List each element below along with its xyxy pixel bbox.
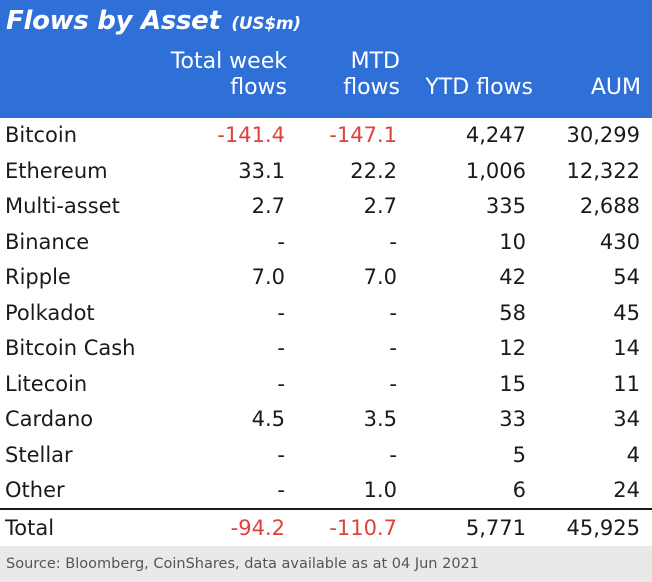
table-row: Bitcoin -141.4 -147.1 4,247 30,299: [0, 118, 652, 153]
total-week-flows-value: 2.7: [251, 194, 285, 218]
column-header-line: AUM: [590, 75, 641, 100]
mtd-flows-value: -: [389, 336, 397, 360]
mtd-flows-value: 1.0: [363, 478, 397, 502]
mtd-flows-value: -: [389, 229, 397, 254]
asset-name: Stellar: [5, 442, 73, 467]
table-row: Ethereum 33.1 22.2 1,006 12,322: [0, 154, 652, 189]
ytd-flows-value: 12: [499, 336, 526, 360]
table-row: Bitcoin Cash - - 12 14: [0, 331, 652, 366]
total-week-flows-value: 7.0: [251, 265, 285, 289]
aum-value: 34: [613, 407, 640, 431]
column-header-aum: AUM: [540, 75, 641, 101]
aum-value: 30,299: [566, 123, 640, 147]
mtd-flows-value: 22.2: [350, 158, 397, 183]
aum-value: 2,688: [579, 194, 640, 218]
ytd-flows-value: 1,006: [465, 158, 526, 183]
total-week-flows-value: -: [277, 442, 285, 467]
table-row: Binance - - 10 430: [0, 225, 652, 260]
mtd-flows-value: 7.0: [363, 265, 397, 289]
ytd-flows-value: 5,771: [465, 516, 526, 540]
mtd-flows-value: -: [389, 300, 397, 325]
source-footer: Source: Bloomberg, CoinShares, data avai…: [0, 546, 652, 582]
column-header-mtd-flows: MTD flows: [300, 49, 400, 101]
column-header-total-week-flows: Total week flows: [140, 49, 287, 101]
aum-value: 12,322: [566, 158, 640, 183]
table-row: Stellar - - 5 4: [0, 438, 652, 473]
total-divider: [0, 508, 652, 510]
source-note: Source: Bloomberg, CoinShares, data avai…: [6, 556, 480, 572]
ytd-flows-value: 10: [499, 229, 526, 254]
ytd-flows-value: 42: [499, 265, 526, 289]
table-row: Litecoin - - 15 11: [0, 367, 652, 402]
total-row: Total -94.2 -110.7 5,771 45,925: [0, 511, 652, 546]
table-row: Other - 1.0 6 24: [0, 473, 652, 508]
aum-value: 430: [599, 229, 640, 254]
mtd-flows-value: -110.7: [329, 516, 397, 540]
total-week-flows-value: -: [277, 336, 285, 360]
column-header-line: flows: [230, 75, 287, 100]
total-week-flows-value: -141.4: [217, 123, 285, 147]
mtd-flows-value: -147.1: [329, 123, 397, 147]
asset-name: Bitcoin Cash: [5, 336, 136, 360]
table-row: Polkadot - - 58 45: [0, 296, 652, 331]
mtd-flows-value: -: [389, 442, 397, 467]
asset-name: Binance: [5, 229, 90, 254]
total-week-flows-value: 4.5: [251, 407, 285, 431]
title-unit: (US$m): [231, 14, 301, 34]
total-week-flows-value: -: [277, 229, 285, 254]
ytd-flows-value: 4,247: [465, 123, 526, 147]
total-week-flows-value: -94.2: [230, 516, 285, 540]
ytd-flows-value: 6: [512, 478, 526, 502]
table-header: Flows by Asset (US$m) Total week flows M…: [0, 0, 652, 118]
aum-value: 4: [626, 442, 640, 467]
aum-value: 45: [613, 300, 640, 325]
aum-value: 11: [613, 371, 640, 396]
column-header-line: YTD flows: [425, 75, 533, 100]
mtd-flows-value: -: [389, 371, 397, 396]
total-week-flows-value: -: [277, 371, 285, 396]
ytd-flows-value: 33: [499, 407, 526, 431]
title-text: Flows by Asset: [6, 6, 221, 36]
total-week-flows-value: -: [277, 478, 285, 502]
asset-name: Bitcoin: [5, 123, 78, 147]
asset-name: Total: [5, 516, 55, 540]
asset-name: Multi-asset: [5, 194, 120, 218]
column-header-line: flows: [343, 75, 400, 100]
total-week-flows-value: 33.1: [238, 158, 285, 183]
asset-name: Ethereum: [5, 158, 108, 183]
column-header-line: Total week: [170, 49, 287, 74]
table-row: Multi-asset 2.7 2.7 335 2,688: [0, 189, 652, 224]
total-week-flows-value: -: [277, 300, 285, 325]
asset-name: Ripple: [5, 265, 71, 289]
ytd-flows-value: 5: [512, 442, 526, 467]
aum-value: 14: [613, 336, 640, 360]
aum-value: 54: [613, 265, 640, 289]
mtd-flows-value: 3.5: [363, 407, 397, 431]
ytd-flows-value: 15: [499, 371, 526, 396]
table-row: Cardano 4.5 3.5 33 34: [0, 402, 652, 437]
column-header-ytd-flows: YTD flows: [400, 75, 533, 101]
asset-name: Other: [5, 478, 65, 502]
aum-value: 24: [613, 478, 640, 502]
ytd-flows-value: 58: [499, 300, 526, 325]
mtd-flows-value: 2.7: [363, 194, 397, 218]
ytd-flows-value: 335: [485, 194, 526, 218]
asset-name: Litecoin: [5, 371, 88, 396]
column-header-line: MTD: [350, 49, 400, 74]
aum-value: 45,925: [566, 516, 640, 540]
asset-name: Polkadot: [5, 300, 95, 325]
asset-name: Cardano: [5, 407, 94, 431]
table-title: Flows by Asset (US$m): [6, 6, 301, 36]
table-row: Ripple 7.0 7.0 42 54: [0, 260, 652, 295]
